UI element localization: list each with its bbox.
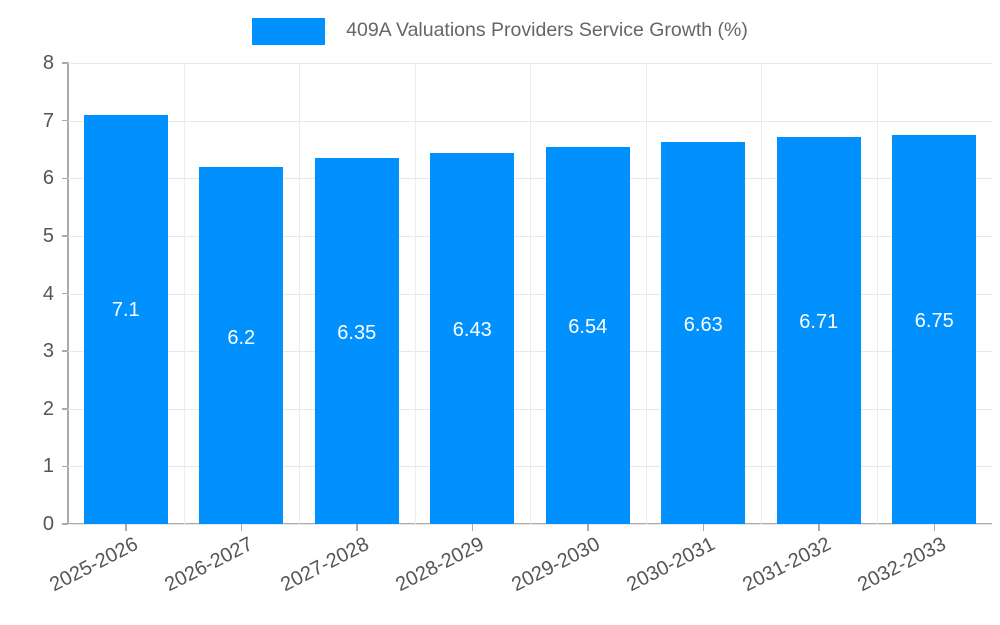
bar[interactable]: 6.71 [776,137,861,524]
bar-value-label: 6.2 [227,326,256,349]
gridline-vertical [530,63,531,524]
plot-area: 7.1 6.2 6.35 6.43 6.54 6.63 6.71 6.75 [68,63,992,525]
y-axis-tick-mark [62,350,68,352]
x-axis-tick-mark [125,524,127,531]
x-axis-tick-mark [471,524,473,531]
y-axis-tick-mark [62,465,68,468]
y-axis-tick-label: 1 [42,455,54,478]
bar-value-label: 6.75 [914,310,954,333]
bar-value-label: 6.43 [452,319,492,342]
bar[interactable]: 6.2 [199,166,284,524]
bar[interactable]: 6.63 [661,141,746,524]
gridline-vertical [761,63,762,524]
y-axis-tick-label: 2 [42,397,54,420]
y-axis-tick-mark [62,523,68,525]
bar[interactable]: 6.43 [430,153,515,524]
bar-value-label: 6.63 [683,313,723,336]
y-axis-tick-label: 5 [42,224,54,247]
y-axis-tick-mark [62,177,68,179]
x-axis-tick-mark [702,524,704,531]
gridline-vertical [299,63,300,524]
gridline-vertical [646,63,647,524]
y-axis-tick-label: 6 [42,167,54,190]
y-axis-tick-mark [62,235,68,237]
x-axis-tick-mark [587,524,589,531]
y-axis-tick-label: 8 [42,52,54,74]
y-axis-tick-mark [62,408,68,410]
gridline-vertical [415,63,416,524]
gridline-vertical [184,63,185,524]
y-axis-tick-mark [62,119,68,122]
legend-color-swatch [252,17,326,45]
x-axis-tick-mark [356,524,358,531]
y-axis-tick-label: 4 [42,282,54,305]
bar-value-label: 7.1 [111,298,140,321]
x-axis-tick-mark [240,524,242,531]
bar-value-label: 6.35 [337,322,377,345]
legend-label: 409A Valuations Providers Service Growth… [346,19,748,42]
bar-chart: 409A Valuations Providers Service Growth… [0,12,1000,596]
bar[interactable]: 6.75 [892,135,977,524]
y-axis-tick-label: 7 [42,109,54,132]
bar[interactable]: 6.54 [545,147,630,524]
bar[interactable]: 6.35 [314,158,399,524]
x-axis-tick-mark [818,524,820,531]
gridline-horizontal [68,524,992,525]
bar[interactable]: 7.1 [83,114,168,524]
y-axis-tick-label: 0 [42,513,54,535]
x-axis-tick-mark [933,524,935,531]
chart-legend: 409A Valuations Providers Service Growth… [0,12,1000,50]
bar-value-label: 6.71 [799,311,839,334]
y-axis-tick-mark [62,62,68,64]
y-axis-tick-mark [62,292,68,295]
gridline-vertical [877,63,878,524]
bar-value-label: 6.54 [568,316,608,339]
y-axis-tick-label: 3 [42,340,54,363]
